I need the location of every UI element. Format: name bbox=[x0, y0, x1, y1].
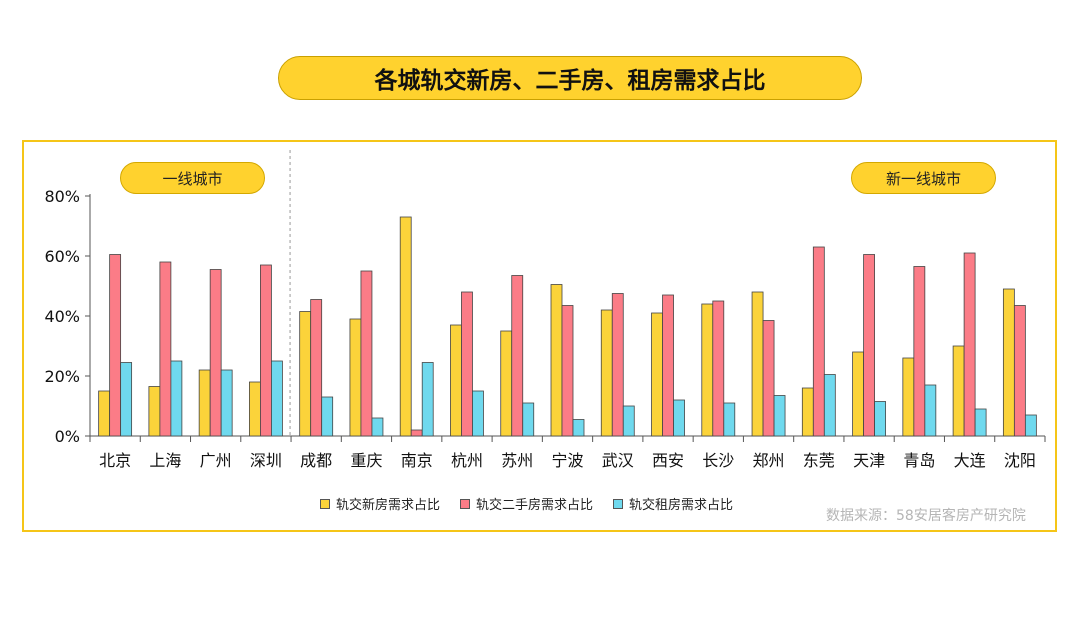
bar-new-house bbox=[249, 381, 261, 437]
x-tick-label: 南京 bbox=[401, 451, 433, 470]
chart-bars bbox=[98, 216, 1037, 437]
bar-second-hand bbox=[662, 294, 674, 437]
bar-new-house bbox=[500, 330, 513, 437]
x-tick-label: 苏州 bbox=[501, 451, 533, 470]
x-tick-label: 北京 bbox=[99, 451, 131, 470]
bar-new-house bbox=[701, 303, 714, 437]
legend-label-rent: 轨交租房需求占比 bbox=[629, 498, 734, 513]
x-tick-label: 广州 bbox=[200, 451, 232, 470]
bar-rent bbox=[421, 362, 434, 437]
data-source: 数据来源：58安居客房产研究院 bbox=[826, 508, 1026, 524]
bar-new-house bbox=[600, 309, 613, 437]
x-tick-label: 杭州 bbox=[451, 451, 483, 470]
bar-rent bbox=[622, 405, 635, 437]
x-tick-label: 重庆 bbox=[350, 451, 382, 470]
x-tick-label: 青岛 bbox=[903, 451, 935, 470]
x-tick-label: 沈阳 bbox=[1004, 451, 1036, 470]
bar-new-house bbox=[349, 318, 362, 437]
chart-labels: 0% 20% 40% 60% 80% 北京 上海 广州 深圳 成都 重庆 南京 杭州 苏州 宁波 武汉 西安 长沙… bbox=[44, 187, 1035, 470]
bar-new-house bbox=[751, 291, 764, 437]
group-label-new-first-tier: 新一线城市 bbox=[851, 162, 996, 194]
y-tick-label: 80% bbox=[44, 187, 80, 206]
bar-second-hand bbox=[260, 264, 272, 437]
bar-new-house bbox=[550, 284, 563, 437]
legend-item-new-house: 轨交新房需求占比 bbox=[320, 494, 440, 513]
bar-rent bbox=[220, 369, 233, 437]
legend-item-second-hand: 轨交二手房需求占比 bbox=[460, 494, 593, 513]
bar-second-hand bbox=[310, 299, 323, 437]
bar-rent bbox=[723, 402, 736, 437]
bar-second-hand bbox=[812, 246, 825, 437]
bar-second-hand bbox=[511, 275, 524, 437]
bar-second-hand bbox=[461, 291, 473, 437]
bar-rent bbox=[472, 390, 484, 437]
bar-second-hand bbox=[913, 266, 926, 437]
x-tick-label: 长沙 bbox=[702, 451, 734, 470]
bar-new-house bbox=[299, 311, 312, 437]
bar-rent bbox=[673, 399, 685, 437]
x-tick-label: 西安 bbox=[652, 451, 684, 470]
bar-new-house bbox=[148, 386, 161, 437]
bar-rent bbox=[271, 360, 283, 437]
x-tick-label: 东莞 bbox=[803, 451, 835, 470]
bar-second-hand bbox=[410, 429, 423, 437]
bar-second-hand bbox=[712, 300, 725, 437]
bar-rent bbox=[120, 362, 133, 437]
chart-title: 各城轨交新房、二手房、租房需求占比 bbox=[278, 56, 862, 100]
y-tick-label: 60% bbox=[44, 247, 80, 266]
x-tick-label: 郑州 bbox=[753, 451, 785, 470]
bar-second-hand bbox=[762, 320, 775, 437]
bar-rent bbox=[974, 408, 987, 437]
bar-new-house bbox=[902, 357, 915, 437]
bar-new-house bbox=[98, 390, 111, 437]
y-tick-label: 0% bbox=[55, 427, 80, 446]
legend-label-new-house: 轨交新房需求占比 bbox=[336, 498, 441, 513]
bar-rent bbox=[924, 384, 937, 437]
bar-rent bbox=[170, 360, 183, 437]
x-tick-label: 大连 bbox=[954, 451, 986, 470]
x-tick-label: 上海 bbox=[149, 451, 181, 470]
legend-swatch-new-house bbox=[320, 498, 330, 509]
bar-second-hand bbox=[561, 305, 574, 437]
x-tick-label: 宁波 bbox=[551, 451, 583, 470]
bar-rent bbox=[371, 417, 384, 437]
bar-rent bbox=[823, 374, 836, 437]
x-tick-label: 深圳 bbox=[250, 451, 282, 470]
chart-frame bbox=[22, 140, 1057, 532]
legend-swatch-rent bbox=[613, 498, 624, 509]
y-tick-label: 40% bbox=[44, 307, 80, 326]
bar-second-hand bbox=[963, 252, 976, 437]
legend-item-rent: 轨交租房需求占比 bbox=[613, 494, 733, 513]
bar-new-house bbox=[852, 351, 864, 437]
bar-second-hand bbox=[109, 254, 122, 437]
bar-rent bbox=[522, 402, 535, 437]
bar-new-house bbox=[399, 216, 412, 437]
y-tick-label: 20% bbox=[44, 367, 80, 386]
x-tick-label: 成都 bbox=[300, 451, 332, 470]
bar-rent bbox=[874, 401, 886, 437]
chart-legend: 轨交新房需求占比 轨交二手房需求占比 轨交租房需求占比 bbox=[320, 494, 733, 513]
bar-second-hand bbox=[360, 270, 373, 437]
bar-rent bbox=[321, 396, 334, 437]
bar-new-house bbox=[801, 387, 814, 437]
legend-swatch-second-hand bbox=[460, 498, 471, 509]
bar-second-hand bbox=[863, 254, 875, 437]
bar-new-house bbox=[450, 324, 462, 437]
bar-second-hand bbox=[159, 261, 172, 437]
legend-label-second-hand: 轨交二手房需求占比 bbox=[476, 498, 594, 513]
bar-second-hand bbox=[209, 269, 222, 437]
bar-rent bbox=[773, 395, 786, 437]
bar-new-house bbox=[1002, 288, 1015, 437]
bar-rent bbox=[572, 419, 585, 437]
bar-new-house bbox=[952, 345, 965, 437]
bar-rent bbox=[1024, 414, 1037, 437]
bar-new-house bbox=[198, 369, 211, 437]
bar-new-house bbox=[651, 312, 663, 437]
group-label-first-tier: 一线城市 bbox=[120, 162, 265, 194]
bar-second-hand bbox=[1013, 305, 1026, 437]
x-tick-label: 天津 bbox=[853, 451, 885, 470]
x-tick-label: 武汉 bbox=[602, 451, 634, 470]
bar-second-hand bbox=[611, 293, 624, 437]
